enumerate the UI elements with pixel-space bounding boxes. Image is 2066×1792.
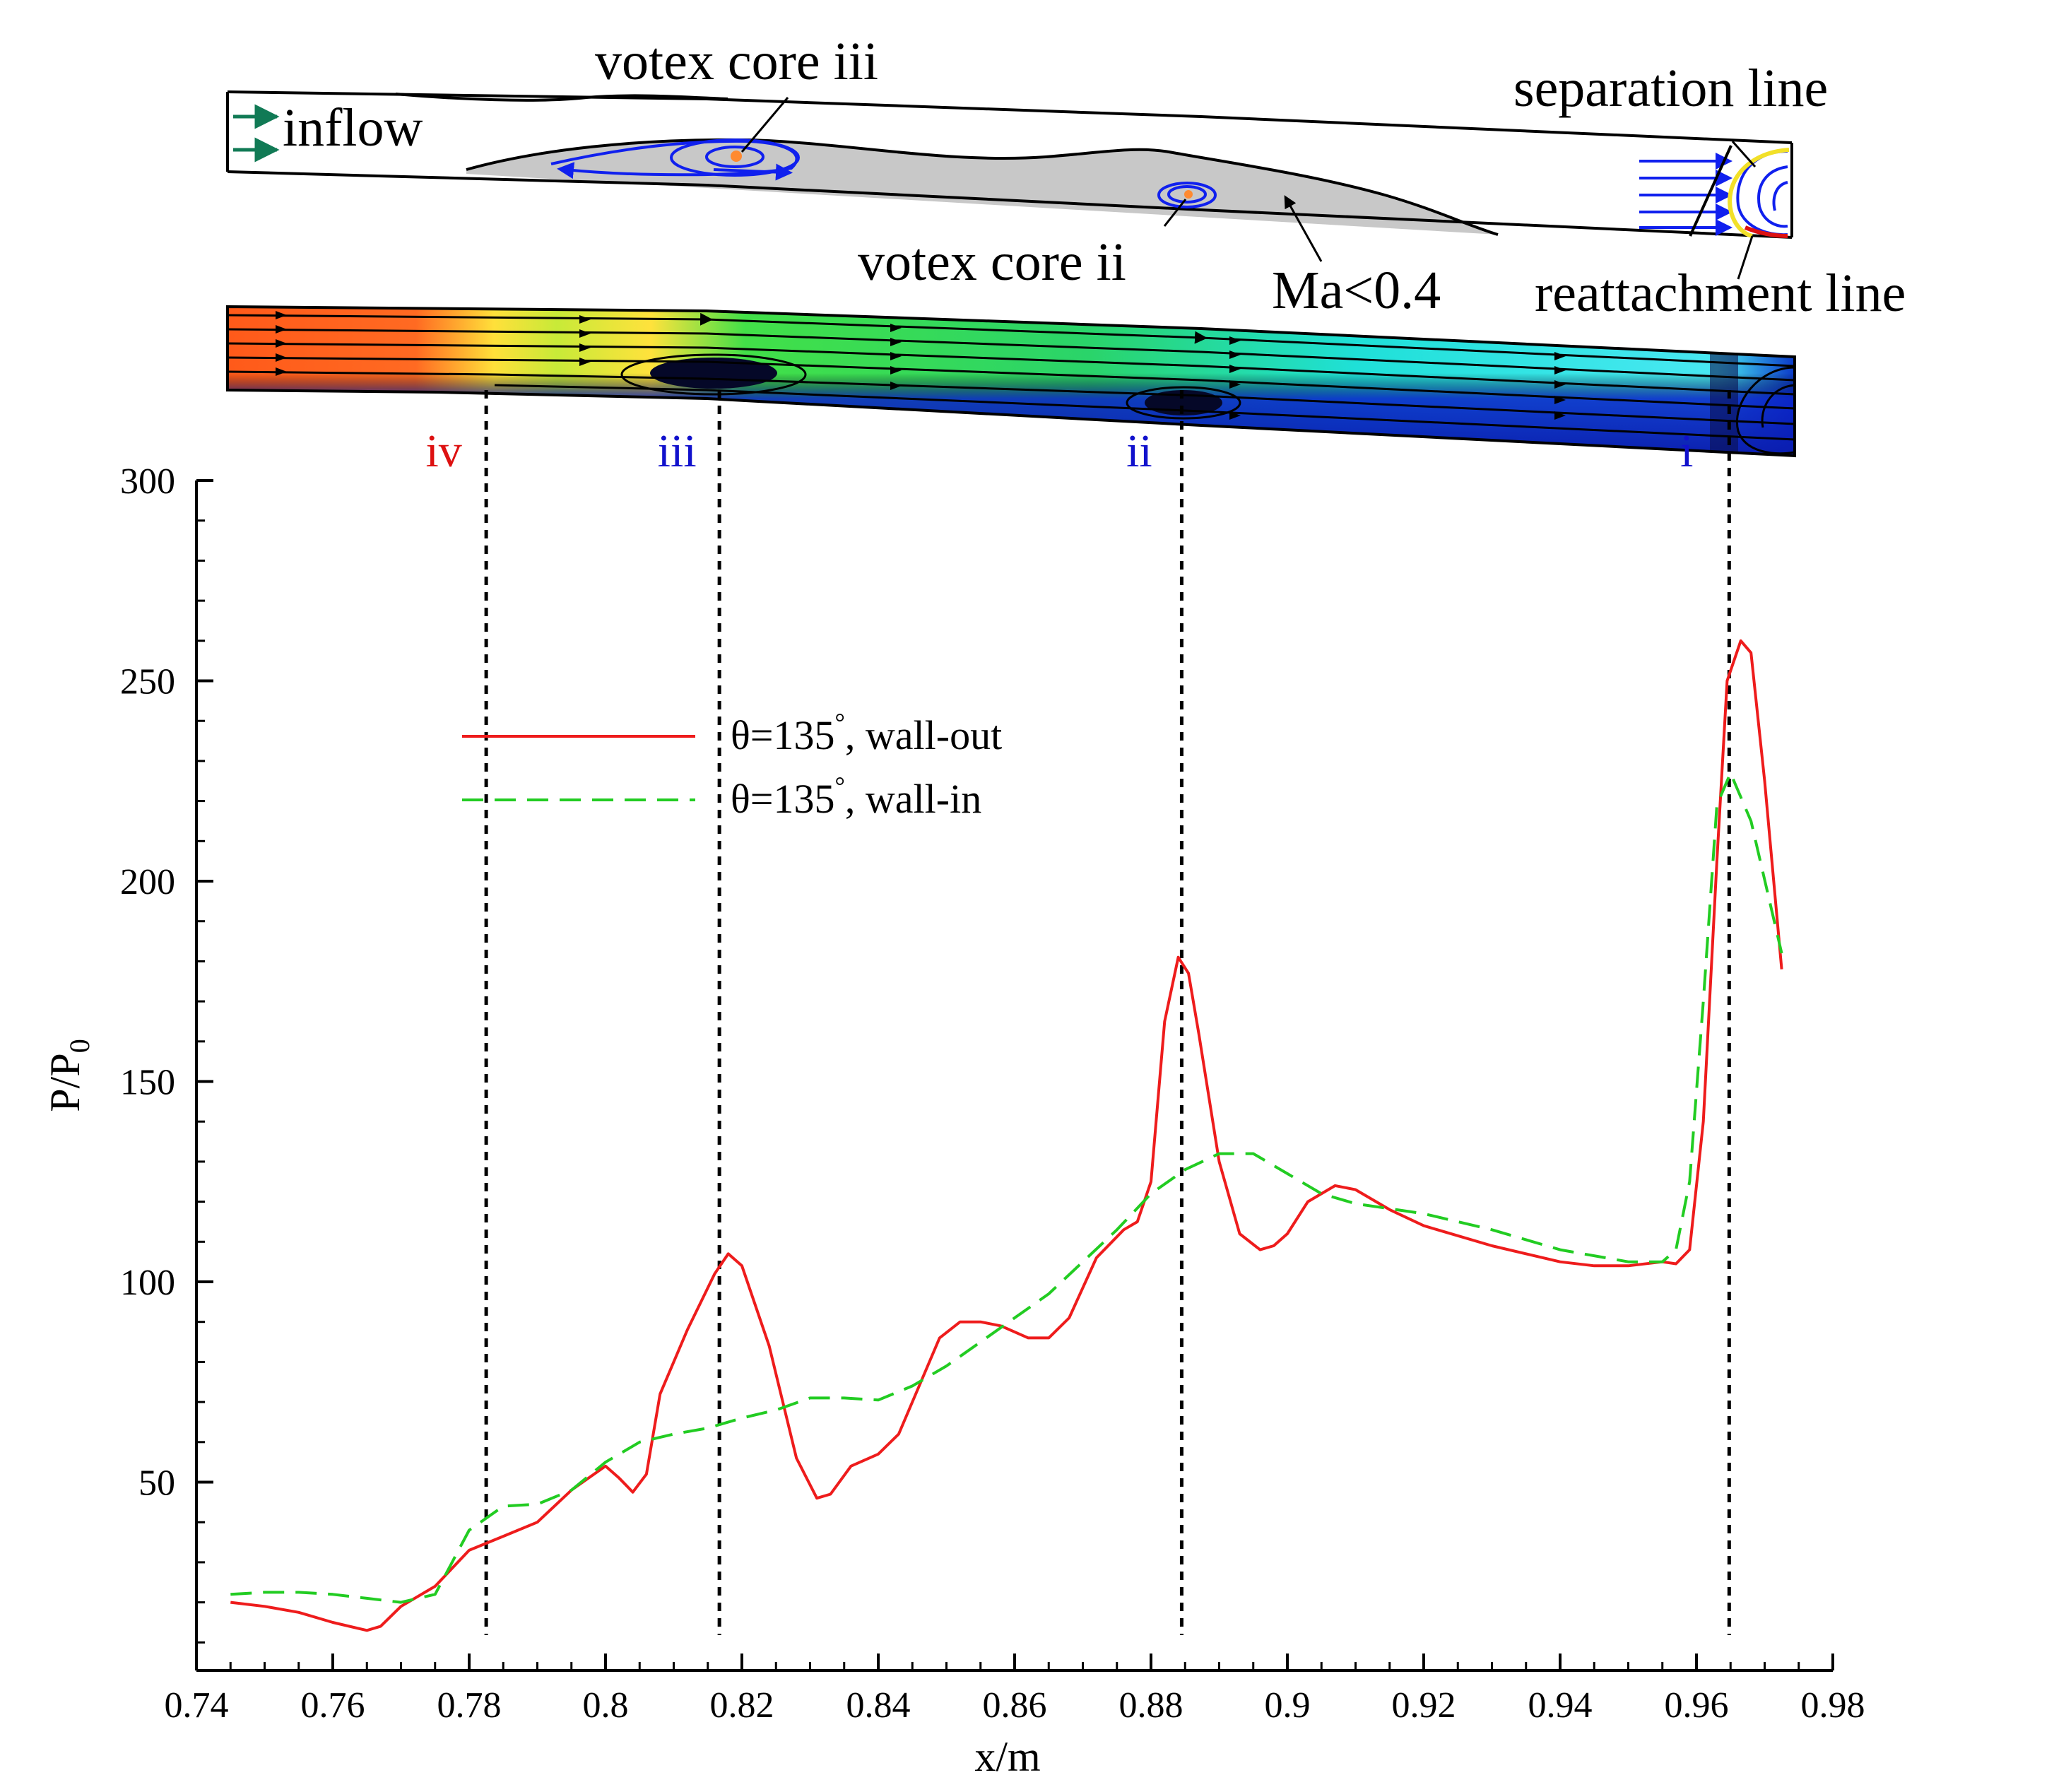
x-tick-label: 0.82 xyxy=(710,1685,774,1726)
vortex-core-iii-dot xyxy=(731,151,742,162)
wall-out-line xyxy=(227,90,1793,144)
x-tick-label: 0.76 xyxy=(301,1685,365,1726)
schematic-panel: inflow votex core iii votex core ii Ma<0… xyxy=(226,32,1906,323)
contour-outline xyxy=(226,305,1796,458)
legend-label-wall-in: θ=135°, wall-in xyxy=(731,772,981,822)
ma-label: Ma<0.4 xyxy=(1272,261,1441,320)
votex-core-ii-label: votex core ii xyxy=(858,232,1126,292)
subsonic-region xyxy=(466,139,1498,235)
inflow-label: inflow xyxy=(283,98,423,158)
y-tick-label: 150 xyxy=(120,1063,175,1103)
vortex-ii-streamlines xyxy=(1157,182,1217,208)
votex-core-iii-leader xyxy=(740,97,789,153)
y-tick-label: 250 xyxy=(120,662,175,702)
x-tick-label: 0.84 xyxy=(846,1685,911,1726)
x-tick-label: 0.92 xyxy=(1392,1685,1456,1726)
ma-leader xyxy=(1284,195,1323,262)
legend-label-tail: , wall-in xyxy=(845,776,981,822)
votex-core-iii-label: votex core iii xyxy=(595,32,878,91)
x-tick-label: 0.98 xyxy=(1801,1685,1865,1726)
y-axis-label-main: P/P xyxy=(42,1053,88,1112)
contour-arrows xyxy=(276,311,1566,420)
y-tick-label: 50 xyxy=(138,1463,175,1504)
x-tick-label: 0.8 xyxy=(583,1685,629,1726)
reattachment-line-curve xyxy=(1744,225,1788,238)
x-tick-label: 0.96 xyxy=(1665,1685,1729,1726)
series-line-wall-in xyxy=(230,771,1783,1604)
x-tick-label: 0.9 xyxy=(1265,1685,1311,1726)
legend-label-main: θ=135 xyxy=(731,712,835,758)
wall-in-line xyxy=(227,170,1793,239)
upper-wall-bump xyxy=(395,93,728,102)
legend-degree: ° xyxy=(835,772,845,800)
marker-label-ii: ii xyxy=(1126,425,1152,477)
marker-label-i: i xyxy=(1680,425,1693,477)
reattachment-leader xyxy=(1737,235,1754,280)
separation-line-label: separation line xyxy=(1513,59,1828,118)
series-line-wall-out xyxy=(230,639,1783,1632)
x-tick-label: 0.88 xyxy=(1119,1685,1183,1726)
x-tick-label: 0.94 xyxy=(1528,1685,1593,1726)
marker-label-iii: iii xyxy=(658,425,697,477)
x-axis-label: x/m xyxy=(974,1733,1040,1780)
separation-streamlines xyxy=(1639,150,1788,237)
contour-streamlines xyxy=(228,312,1795,455)
pressure-chart: 0.74 0.76 0.78 0.8 0.82 0.84 0.86 0.88 0.9 0.92 0.… xyxy=(42,390,1865,1780)
x-tick-label: 0.78 xyxy=(437,1685,502,1726)
votex-core-ii-leader xyxy=(1163,199,1187,227)
x-tick-label: 0.74 xyxy=(165,1685,229,1726)
y-tick-label: 300 xyxy=(120,461,175,502)
marker-label-iv: iv xyxy=(425,425,461,477)
separation-line-curve xyxy=(1728,148,1790,238)
y-axis-label: P/P0 xyxy=(42,1039,95,1112)
subsonic-boundary xyxy=(466,138,1499,236)
vortex-core-ii-dot xyxy=(1184,190,1193,199)
shock-line xyxy=(1689,145,1733,237)
legend-label-wall-out: θ=135°, wall-out xyxy=(731,708,1002,758)
y-tick-label: 200 xyxy=(120,862,175,902)
legend-label-tail: , wall-out xyxy=(845,712,1002,758)
vortex-iii-streamlines xyxy=(550,138,800,181)
y-axis-label-subscript: 0 xyxy=(64,1039,95,1053)
reattachment-line-label: reattachment line xyxy=(1535,264,1906,323)
separation-leader xyxy=(1731,141,1757,167)
legend-label-main: θ=135 xyxy=(731,776,835,822)
y-tick-label: 100 xyxy=(120,1263,175,1303)
x-tick-label: 0.86 xyxy=(983,1685,1047,1726)
legend-degree: ° xyxy=(835,708,845,736)
